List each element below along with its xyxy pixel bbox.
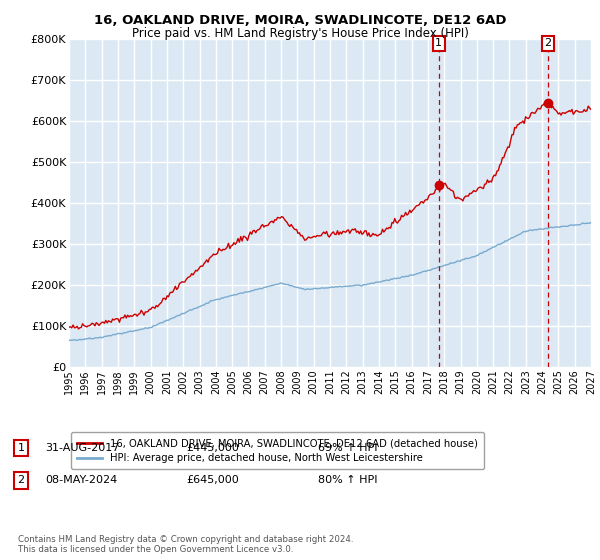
Text: 2: 2 <box>17 475 25 486</box>
Text: 31-AUG-2017: 31-AUG-2017 <box>45 443 119 453</box>
Text: Contains HM Land Registry data © Crown copyright and database right 2024.
This d: Contains HM Land Registry data © Crown c… <box>18 535 353 554</box>
Text: 16, OAKLAND DRIVE, MOIRA, SWADLINCOTE, DE12 6AD: 16, OAKLAND DRIVE, MOIRA, SWADLINCOTE, D… <box>94 14 506 27</box>
Text: £445,000: £445,000 <box>186 443 239 453</box>
Text: 08-MAY-2024: 08-MAY-2024 <box>45 475 117 486</box>
Text: 1: 1 <box>17 443 25 453</box>
Text: 69% ↑ HPI: 69% ↑ HPI <box>318 443 377 453</box>
Text: 80% ↑ HPI: 80% ↑ HPI <box>318 475 377 486</box>
Text: 2: 2 <box>544 38 551 48</box>
Text: £645,000: £645,000 <box>186 475 239 486</box>
Text: 1: 1 <box>436 38 442 48</box>
Text: Price paid vs. HM Land Registry's House Price Index (HPI): Price paid vs. HM Land Registry's House … <box>131 27 469 40</box>
Legend: 16, OAKLAND DRIVE, MOIRA, SWADLINCOTE, DE12 6AD (detached house), HPI: Average p: 16, OAKLAND DRIVE, MOIRA, SWADLINCOTE, D… <box>71 432 484 469</box>
